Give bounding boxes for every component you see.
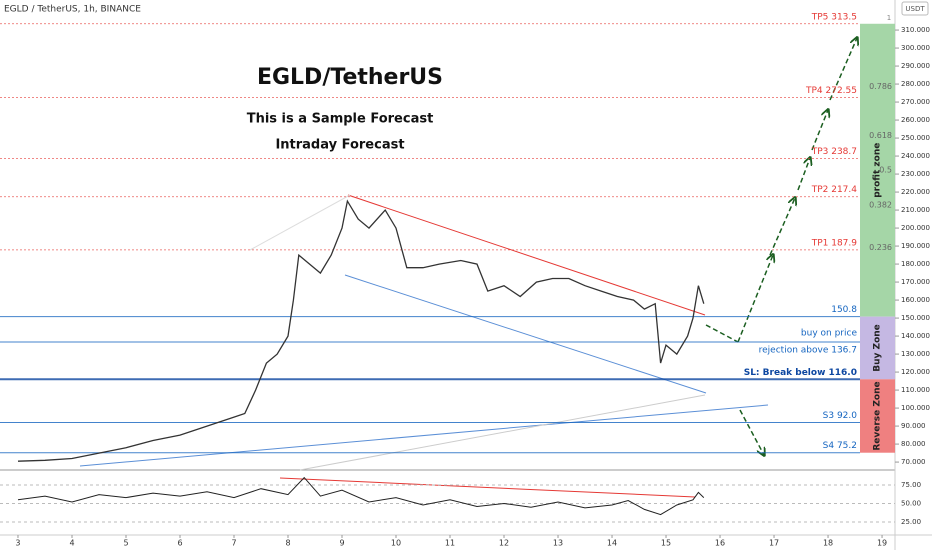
currency-badge [901,1,929,16]
subtitle: This is a Sample Forecast [247,112,434,127]
x-tick-label: 4 [69,539,74,548]
level-label: S4 75.2 [823,441,857,451]
y-tick-label: 100.000 [901,404,930,412]
fib-label: 0.382 [869,200,892,209]
y-tick-label: 110.000 [901,386,930,394]
price-line [17,199,705,462]
zone-label: Reverse Zone [873,381,883,450]
y-tick-label: 310.000 [901,26,930,34]
y-tick-label: 70.000 [901,458,926,466]
currency: USDT [905,5,925,13]
fib-label: 0.5 [879,166,892,175]
rsi-trendline [279,477,696,498]
x-tick-label: 8 [285,539,290,548]
level-label: TP2 217.4 [811,185,858,195]
rsi-tick-label: 25.00 [901,518,921,526]
x-tick-label: 16 [715,539,725,548]
level-label: TP1 187.9 [811,238,858,248]
x-tick-label: 11 [445,539,455,548]
level-label: SL: Break below 116.0 [744,368,857,378]
level-label: rejection above 136.7 [759,346,857,356]
symbol-header: EGLD / TetherUS, 1h, BINANCE [4,5,141,15]
scale-badge: 1 [887,14,891,22]
y-tick-label: 140.000 [901,332,930,340]
x-tick-label: 13 [553,539,563,548]
x-tick-label: 19 [877,539,887,548]
zone-label: profit zone [873,143,883,198]
y-tick-label: 250.000 [901,134,930,142]
y-tick-label: 210.000 [901,206,930,214]
y-tick-label: 280.000 [901,80,930,88]
x-tick-label: 10 [391,539,401,548]
rsi-line [17,476,705,516]
level-label: TP4 272.55 [805,86,857,96]
y-tick-label: 150.000 [901,314,930,322]
y-tick-label: 160.000 [901,296,930,304]
x-tick-label: 9 [339,539,344,548]
x-tick-label: 18 [823,539,833,548]
zone-label: Buy Zone [873,324,883,372]
fib-label: 0.236 [869,243,892,252]
zone [860,23,895,317]
fib-label: 0.786 [869,82,892,91]
trendline [299,394,706,471]
x-tick-label: 17 [769,539,779,548]
level-label: TP5 313.5 [811,12,857,22]
y-tick-label: 80.000 [901,440,926,448]
trendline [79,404,769,467]
forecast-arrows [705,38,857,455]
y-tick-label: 90.000 [901,422,926,430]
level-label: TP3 238.7 [811,147,857,157]
y-tick-label: 300.000 [901,44,930,52]
y-tick-label: 240.000 [901,152,930,160]
trendline [347,194,706,316]
y-tick-label: 130.000 [901,350,930,358]
y-tick-label: 260.000 [901,116,930,124]
x-tick-label: 3 [15,539,20,548]
y-tick-label: 170.000 [901,278,930,286]
annotation: Intraday Forecast [275,138,404,153]
level-note: buy on price [801,329,858,339]
y-tick-label: 220.000 [901,188,930,196]
x-tick-label: 6 [177,539,182,548]
y-tick-label: 290.000 [901,62,930,70]
y-tick-label: 230.000 [901,170,930,178]
zone [860,379,895,453]
rsi-tick-label: 75.00 [901,481,921,489]
y-tick-label: 120.000 [901,368,930,376]
level-label: 150.8 [831,305,857,315]
zone [860,316,895,380]
fib-label: 0.618 [869,131,892,140]
x-tick-label: 12 [499,539,509,548]
level-label: S3 92.0 [823,411,858,421]
x-tick-label: 14 [607,539,617,548]
trendline [344,274,707,394]
rsi-tick-label: 50.00 [901,500,921,508]
x-tick-label: 15 [661,539,671,548]
trendline [249,194,351,251]
x-tick-label: 7 [231,539,236,548]
x-tick-label: 5 [123,539,128,548]
chart-title: EGLD/TetherUS [257,65,443,90]
y-tick-label: 190.000 [901,242,930,250]
y-tick-label: 180.000 [901,260,930,268]
y-tick-label: 200.000 [901,224,930,232]
y-tick-label: 270.000 [901,98,930,106]
